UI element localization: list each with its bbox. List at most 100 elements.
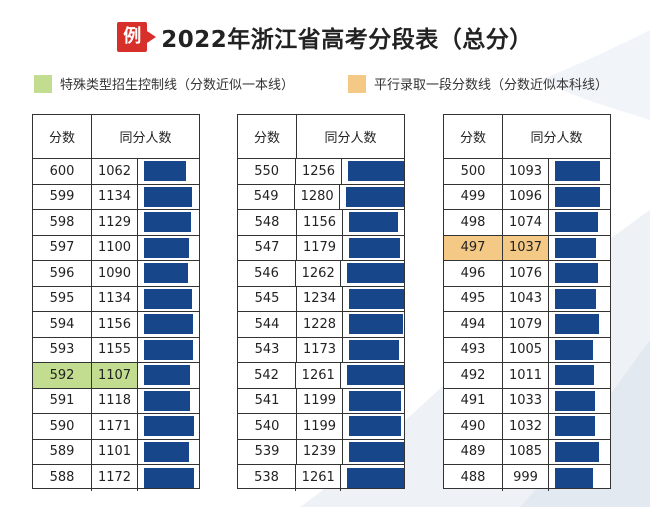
count-cell: 1090 <box>92 261 138 286</box>
score-cell: 596 <box>33 261 92 286</box>
count-bar <box>348 441 404 462</box>
count-bar <box>349 314 404 335</box>
count-cell: 1262 <box>296 261 342 286</box>
header-count: 同分人数 <box>119 131 172 146</box>
count-bar <box>555 288 597 309</box>
count-bar <box>144 416 195 437</box>
bar-cell <box>549 440 610 465</box>
count-bar <box>555 416 596 437</box>
legend-item-parallel-line: 平行录取一段分数线（分数近似本科线） <box>348 74 608 93</box>
count-cell: 1118 <box>92 388 138 413</box>
score-cell: 490 <box>444 414 503 439</box>
table-row: 498 1074 <box>444 210 610 236</box>
bar-cell <box>340 185 404 210</box>
bar-cell <box>138 414 199 439</box>
score-cell: 599 <box>33 184 92 209</box>
count-cell: 1129 <box>92 210 138 235</box>
score-cell: 588 <box>33 465 92 491</box>
table-row: 543 1173 <box>238 337 404 363</box>
count-bar <box>144 186 192 207</box>
table-row: 491 1033 <box>444 388 610 414</box>
score-table-1: 分数 同分人数 600 1062 599 1134 598 1129 597 1100 596 109… <box>32 114 200 491</box>
count-cell: 1033 <box>503 388 549 413</box>
count-cell: 1093 <box>503 159 549 184</box>
bar-cell <box>138 465 199 491</box>
table-row: 489 1085 <box>444 439 610 465</box>
score-cell: 491 <box>444 388 503 413</box>
count-cell: 1134 <box>92 184 138 209</box>
score-cell: 598 <box>33 210 92 235</box>
count-cell: 1101 <box>92 439 138 464</box>
table-row: 588 1172 <box>33 465 199 491</box>
table-row: 593 1155 <box>33 337 199 363</box>
count-bar <box>555 263 599 284</box>
table-row: 597 1100 <box>33 235 199 261</box>
score-cell: 600 <box>33 159 92 184</box>
score-cell: 590 <box>33 414 92 439</box>
score-cell: 500 <box>444 159 503 184</box>
count-bar <box>555 237 596 258</box>
score-cell: 488 <box>444 465 503 491</box>
table-row: 590 1171 <box>33 414 199 440</box>
score-cell: 546 <box>238 261 297 286</box>
table-row: 595 1134 <box>33 286 199 312</box>
count-cell: 1043 <box>503 286 549 311</box>
table-row: 546 1262 <box>238 261 404 287</box>
count-cell: 1199 <box>297 414 343 439</box>
count-cell: 1062 <box>92 159 138 184</box>
legend-item-special-line: 特殊类型招生控制线（分数近似一本线） <box>34 74 294 93</box>
bar-cell <box>549 465 610 491</box>
count-bar <box>144 339 194 360</box>
count-bar <box>349 237 400 258</box>
table-row: 544 1228 <box>238 312 404 338</box>
bar-cell <box>341 363 404 388</box>
count-cell: 1037 <box>503 235 549 260</box>
bar-cell <box>138 440 199 465</box>
count-bar <box>144 365 190 386</box>
count-cell: 1156 <box>92 312 138 337</box>
score-cell: 589 <box>33 439 92 464</box>
table-row: 599 1134 <box>33 184 199 210</box>
bar-cell <box>343 440 404 465</box>
count-cell: 1107 <box>92 363 138 388</box>
count-cell: 999 <box>503 465 549 491</box>
bar-cell <box>549 312 610 337</box>
header-score: 分数 <box>444 115 503 158</box>
count-cell: 1280 <box>295 184 340 209</box>
count-cell: 1239 <box>297 439 343 464</box>
count-cell: 1156 <box>297 210 343 235</box>
bar-cell <box>549 236 610 261</box>
score-cell: 593 <box>33 337 92 362</box>
score-cell: 592 <box>33 363 92 388</box>
count-bar <box>144 314 194 335</box>
table-row: 596 1090 <box>33 261 199 287</box>
score-cell: 543 <box>238 337 297 362</box>
score-table-2: 分数 同分人数 550 1256 549 1280 548 1156 547 1179 546 126… <box>237 114 405 491</box>
count-bar <box>555 212 599 233</box>
bar-cell <box>341 261 404 286</box>
count-cell: 1134 <box>92 286 138 311</box>
bar-cell <box>549 338 610 363</box>
count-cell: 1155 <box>92 337 138 362</box>
table-row: 494 1079 <box>444 312 610 338</box>
score-cell: 547 <box>238 235 297 260</box>
count-cell: 1261 <box>296 363 342 388</box>
table-row: 589 1101 <box>33 439 199 465</box>
score-cell: 549 <box>238 184 296 209</box>
count-cell: 1100 <box>92 235 138 260</box>
table-row: 541 1199 <box>238 388 404 414</box>
table-row: 547 1179 <box>238 235 404 261</box>
score-cell: 493 <box>444 337 503 362</box>
bar-cell <box>343 312 404 337</box>
count-bar <box>144 467 195 488</box>
page-title: 2022年浙江省高考分段表（总分） <box>161 27 533 53</box>
score-cell: 591 <box>33 388 92 413</box>
bar-cell <box>138 287 199 312</box>
score-cell: 544 <box>238 312 297 337</box>
bar-cell <box>138 312 199 337</box>
count-cell: 1256 <box>296 159 342 184</box>
score-cell: 494 <box>444 312 503 337</box>
score-cell: 489 <box>444 439 503 464</box>
bar-cell <box>549 287 610 312</box>
bar-cell <box>343 287 404 312</box>
